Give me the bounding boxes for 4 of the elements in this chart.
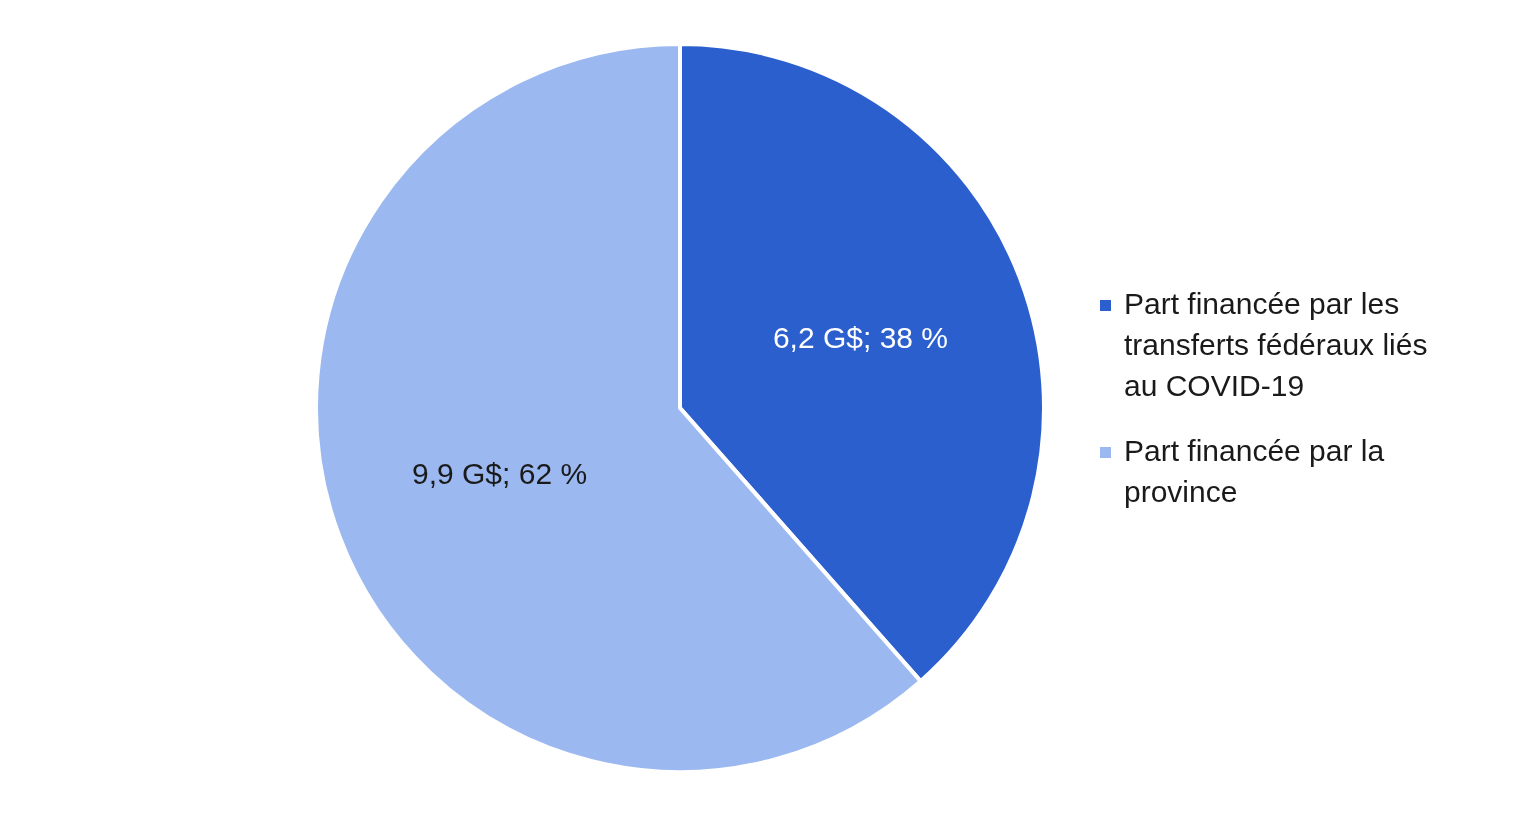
data-label: 6,2 G$; 38 %	[772, 320, 949, 354]
legend-label: Part financée par les transferts fédéraux liés au COVID-19	[1124, 286, 1428, 402]
data-label: 9,9 G$; 62 %	[411, 457, 588, 491]
legend-label: Part financée par la province	[1124, 433, 1385, 508]
